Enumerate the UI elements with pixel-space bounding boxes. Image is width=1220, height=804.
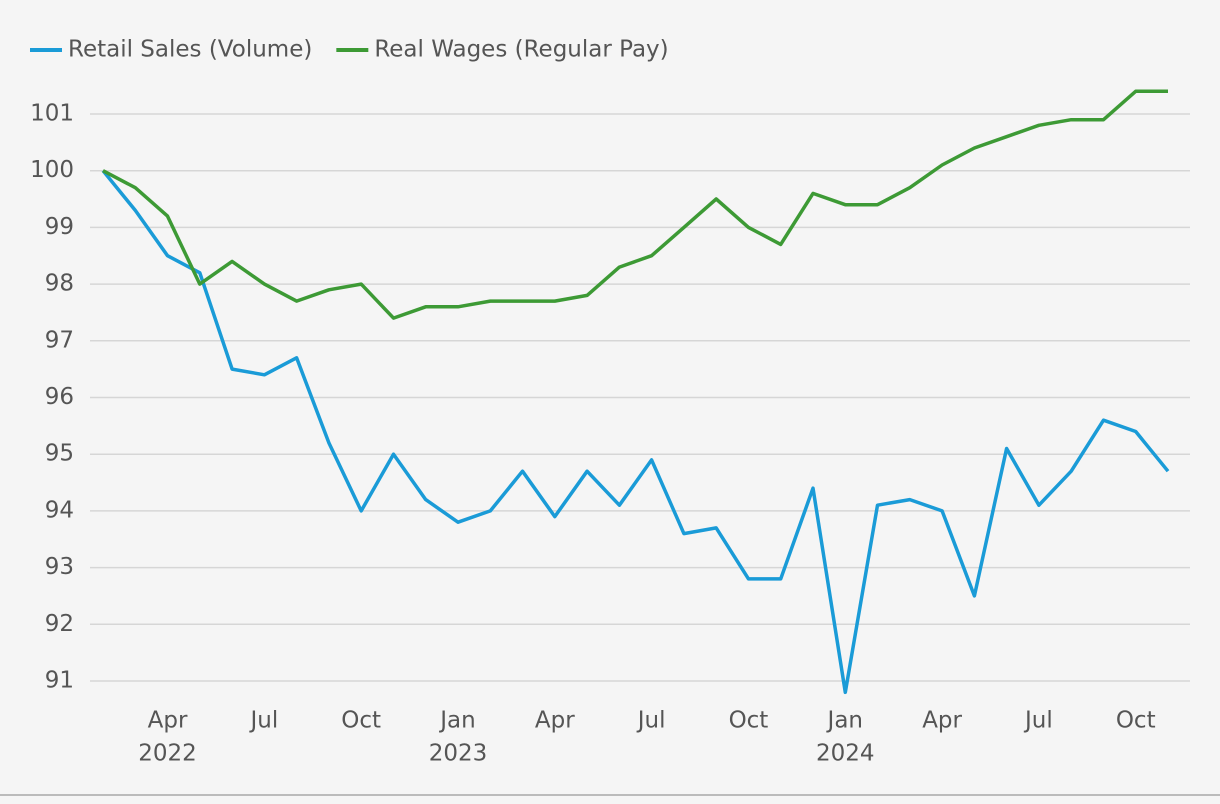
- x-tick-label: Oct: [729, 708, 769, 734]
- y-tick-label: 100: [30, 157, 74, 183]
- y-tick-label: 96: [45, 384, 74, 410]
- x-tick-label: Oct: [341, 708, 381, 734]
- x-year-label: 2023: [429, 741, 488, 767]
- y-tick-label: 93: [45, 554, 74, 580]
- x-tick-label: Jul: [248, 708, 278, 734]
- y-tick-label: 94: [45, 497, 74, 523]
- x-year-label: 2022: [138, 741, 197, 767]
- x-tick-label: Apr: [922, 708, 962, 734]
- x-tick-label: Apr: [535, 708, 575, 734]
- y-tick-label: 91: [45, 668, 74, 694]
- y-tick-label: 97: [45, 327, 74, 353]
- x-tick-label: Apr: [148, 708, 188, 734]
- legend-label: Real Wages (Regular Pay): [374, 37, 668, 63]
- x-tick-label: Jan: [438, 708, 475, 734]
- y-tick-label: 95: [45, 441, 74, 467]
- y-tick-label: 99: [45, 214, 74, 240]
- y-tick-label: 92: [45, 611, 74, 637]
- y-tick-label: 98: [45, 271, 74, 297]
- legend: Retail Sales (Volume) Real Wages (Regular…: [30, 37, 669, 63]
- x-tick-label: Jan: [826, 708, 863, 734]
- x-tick-label: Oct: [1116, 708, 1156, 734]
- legend-label: Retail Sales (Volume): [68, 37, 312, 63]
- x-tick-label: Jul: [1023, 708, 1053, 734]
- y-tick-label: 101: [30, 101, 74, 127]
- series-line: [102, 89, 1168, 320]
- x-year-label: 2024: [816, 741, 875, 767]
- x-tick-label: Jul: [636, 708, 666, 734]
- series-line: [101, 169, 1170, 695]
